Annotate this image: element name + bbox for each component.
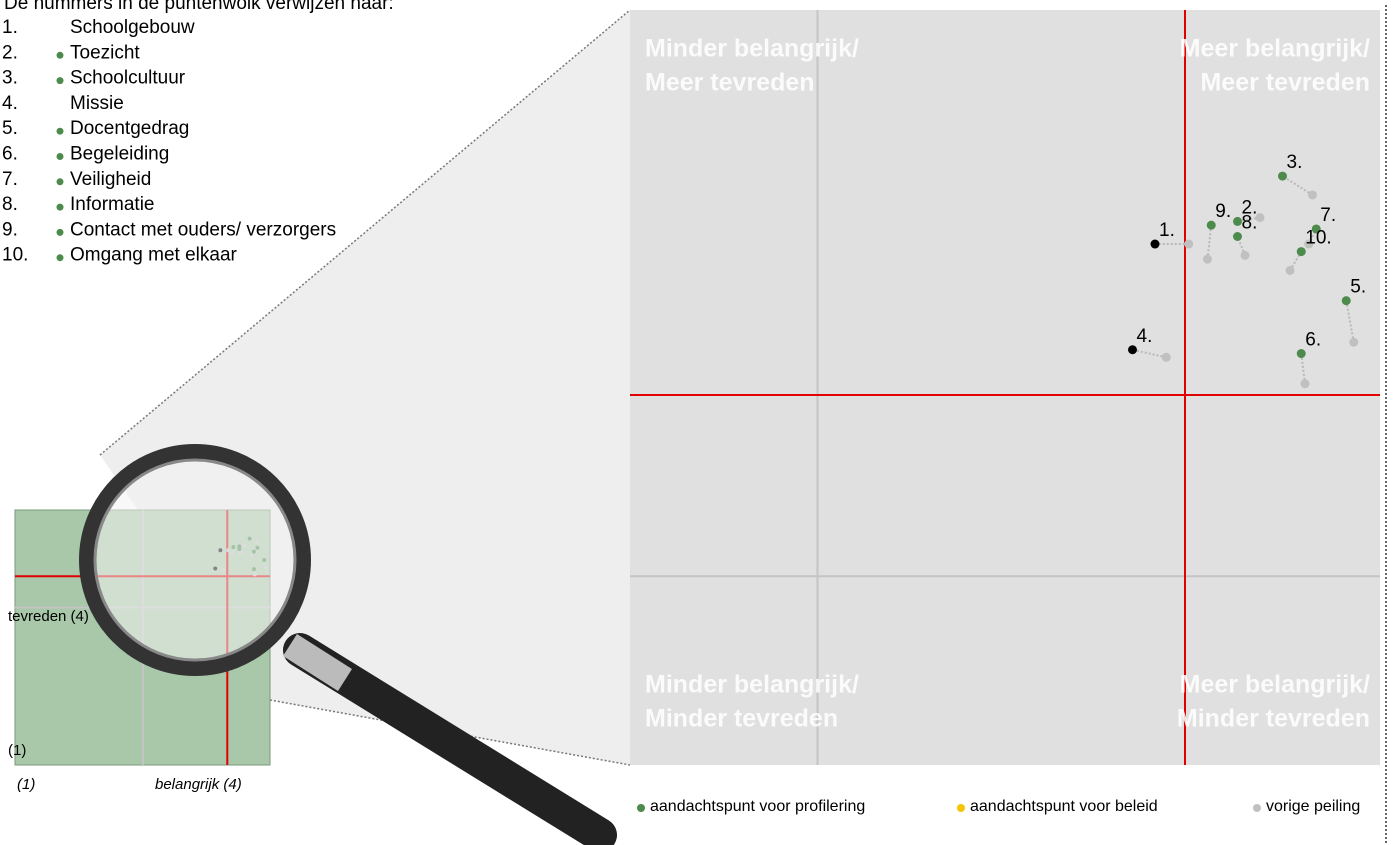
plot-area	[630, 10, 1380, 765]
previous-point	[1301, 379, 1310, 388]
item-number: 4.	[2, 93, 18, 114]
item-bullet	[57, 178, 64, 185]
point-label: 1.	[1159, 220, 1175, 241]
point-label: 10.	[1305, 228, 1331, 249]
legend-label: vorige peiling	[1266, 798, 1360, 815]
item-number: 1.	[2, 17, 18, 38]
mini-y-bottom: (1)	[8, 742, 26, 759]
item-text: Veiligheid	[70, 169, 151, 190]
item-number: 8.	[2, 194, 18, 215]
item-number: 6.	[2, 144, 18, 165]
previous-point	[1162, 353, 1171, 362]
item-bullet	[57, 52, 64, 59]
item-text: Omgang met elkaar	[70, 245, 238, 266]
item-text: Begeleiding	[70, 144, 169, 165]
mini-x-left: (1)	[17, 776, 35, 793]
quadrant-label: Minder tevreden	[1177, 705, 1370, 733]
page: Minder belangrijk/Meer tevreden Meer bela…	[0, 0, 1399, 845]
point-label: 6.	[1305, 330, 1321, 351]
item-bullet	[57, 128, 64, 135]
point-label: 7.	[1320, 205, 1336, 226]
item-bullet	[57, 77, 64, 84]
quadrant-label: Minder tevreden	[645, 705, 838, 733]
point-label: 9.	[1215, 201, 1231, 222]
item-text: Missie	[70, 93, 124, 114]
item-text: Informatie	[70, 194, 154, 215]
previous-point	[1241, 251, 1250, 260]
item-number: 10.	[2, 245, 28, 266]
item-list: De nummers in de puntenwolk verwijzen na…	[2, 0, 394, 266]
item-bullet	[57, 254, 64, 261]
item-bullet	[57, 229, 64, 236]
magnifier-lens	[87, 452, 303, 668]
point-label: 3.	[1287, 152, 1303, 173]
quadrant-label: Minder belangrijk/	[645, 671, 859, 699]
item-bullet	[57, 153, 64, 160]
point-label: 5.	[1350, 277, 1366, 298]
previous-point	[1308, 190, 1317, 199]
item-text: Docentgedrag	[70, 118, 189, 139]
quadrant-label: Minder belangrijk/	[645, 35, 859, 63]
quadrant-label: Meer belangrijk/	[1180, 35, 1370, 63]
legend: aandachtspunt voor profilering aandachtsp…	[637, 798, 1360, 815]
item-text: Schoolcultuur	[70, 68, 186, 89]
previous-point	[1286, 266, 1295, 275]
item-number: 7.	[2, 169, 18, 190]
item-text: Toezicht	[70, 42, 140, 63]
item-number: 2.	[2, 42, 18, 63]
quadrant-label: Meer tevreden	[645, 69, 815, 97]
legend-label: aandachtspunt voor beleid	[970, 798, 1158, 815]
previous-point	[1203, 255, 1212, 264]
item-number: 3.	[2, 68, 18, 89]
legend-marker	[1253, 804, 1261, 812]
item-number: 9.	[2, 219, 18, 240]
quadrant-label: Meer belangrijk/	[1180, 671, 1370, 699]
item-text: Schoolgebouw	[70, 17, 195, 38]
legend-marker	[637, 804, 645, 812]
item-number: 5.	[2, 118, 18, 139]
item-bullet	[57, 204, 64, 211]
intro: De nummers in de puntenwolk verwijzen na…	[4, 0, 394, 14]
mini-y-top: tevreden (4)	[8, 608, 89, 625]
item-text: Contact met ouders/ verzorgers	[70, 219, 336, 240]
legend-label: aandachtspunt voor profilering	[650, 798, 865, 815]
previous-point	[1184, 240, 1193, 249]
point-label: 8.	[1242, 213, 1258, 234]
legend-marker	[957, 804, 965, 812]
previous-point	[1349, 338, 1358, 347]
mini-x-right: belangrijk (4)	[155, 776, 242, 793]
quadrant-label: Meer tevreden	[1200, 69, 1370, 97]
point-label: 4.	[1137, 326, 1153, 347]
